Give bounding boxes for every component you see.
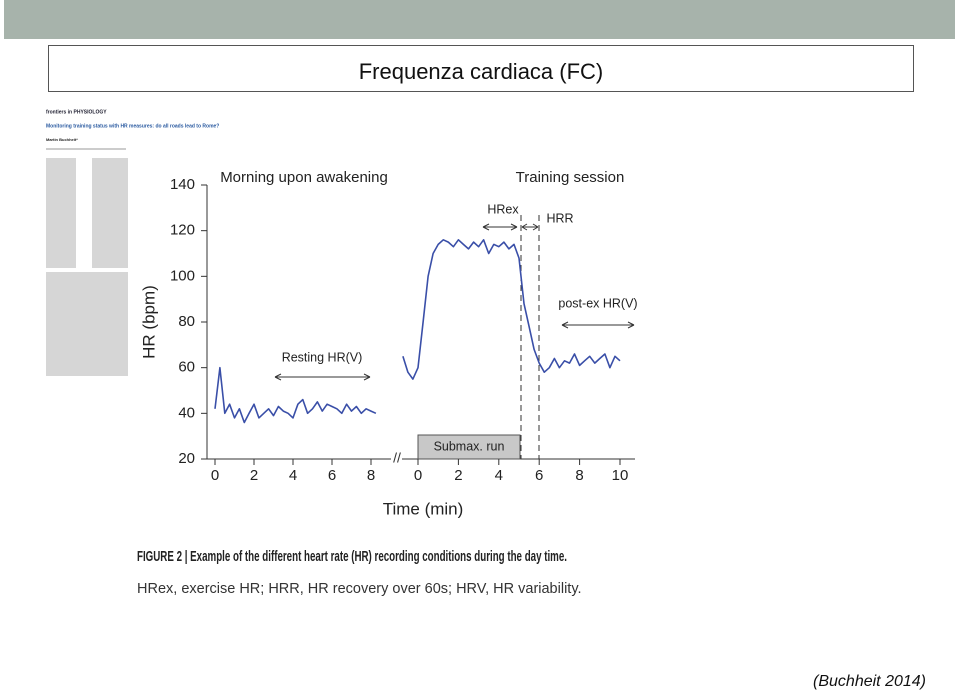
x-tick-label: 0 [414, 467, 422, 484]
annotation: Submax. run [434, 439, 505, 453]
axis-break: // [393, 450, 401, 466]
x-tick-label: 6 [328, 467, 336, 484]
x-tick-label: 6 [535, 467, 543, 484]
x-tick-label: 8 [575, 467, 583, 484]
text-line [46, 148, 126, 150]
x-tick-label: 8 [367, 467, 375, 484]
x-tick-label: 0 [211, 467, 219, 484]
slide-title: Frequenza cardiaca (FC) [359, 59, 604, 84]
x-tick-label: 4 [289, 467, 297, 484]
y-axis-label: HR (bpm) [139, 285, 158, 359]
x-tick-label: 10 [612, 467, 629, 484]
y-tick-label: 40 [178, 404, 195, 421]
x-tick-label: 2 [250, 467, 258, 484]
y-tick-label: 20 [178, 450, 195, 467]
paper-title: Monitoring training status with HR measu… [46, 123, 219, 129]
title-box [48, 45, 914, 92]
y-tick-label: 120 [170, 222, 195, 239]
top-bar [4, 0, 955, 39]
paper-thumbnail: frontiers in PHYSIOLOGY Monitoring train… [46, 109, 219, 376]
annotation: post-ex HR(V) [558, 296, 637, 310]
submax-box [417, 434, 521, 460]
hr-line [214, 366, 377, 424]
x-tick-label: 2 [454, 467, 462, 484]
caption-text: HRex, exercise HR; HRR, HR recovery over… [137, 581, 582, 597]
hr-line [402, 239, 621, 380]
journal: frontiers in PHYSIOLOGY [46, 109, 107, 115]
panel-title: Morning upon awakening [220, 169, 388, 186]
y-tick-label: 100 [170, 267, 195, 284]
arrows [274, 223, 635, 381]
x-tick-label: 4 [495, 467, 503, 484]
annotation: HRR [546, 211, 573, 225]
caption-bold: FIGURE 2 | Example of the different hear… [137, 549, 567, 565]
y-tick-label: 80 [178, 313, 195, 330]
annotation: HRex [487, 202, 519, 216]
panel-title: Training session [516, 169, 625, 186]
text-block [46, 158, 128, 376]
y-tick-label: 60 [178, 359, 195, 376]
annotation: Resting HR(V) [282, 350, 363, 364]
citation: (Buchheit 2014) [813, 673, 926, 690]
y-tick-label: 140 [170, 176, 195, 193]
x-axis-label: Time (min) [383, 499, 464, 518]
author: Martin Buchheit* [46, 137, 78, 142]
